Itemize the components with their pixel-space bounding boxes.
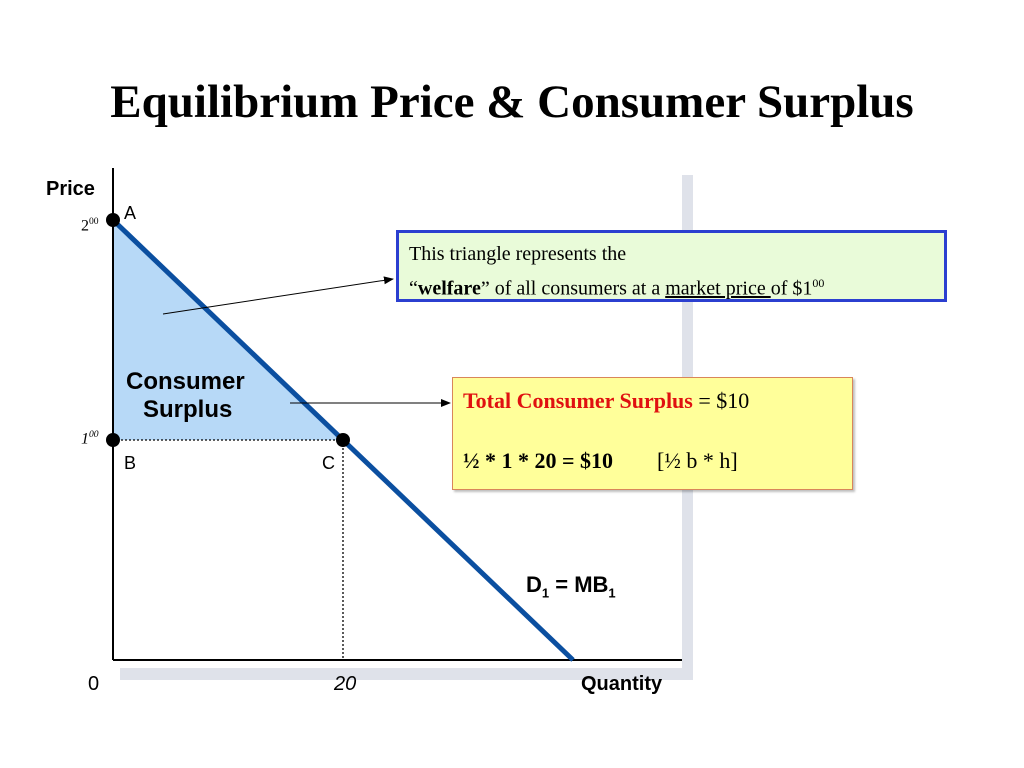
total-surplus-line1: Total Consumer Surplus = $10 xyxy=(463,388,750,413)
welfare-arrow xyxy=(162,276,394,315)
x-axis-label: Quantity xyxy=(581,673,663,695)
y-tick-label-2: 200 xyxy=(81,216,99,235)
point-label-b: B xyxy=(124,453,137,473)
total-surplus-box: Total Consumer Surplus = $10 ½ * 1 * 20 … xyxy=(452,377,853,490)
point-b-marker xyxy=(106,433,120,447)
welfare-annotation-line1: This triangle represents the xyxy=(409,243,627,265)
plot-shadow-bottom xyxy=(120,668,693,680)
welfare-annotation-line2: “welfare” of all consumers at a market p… xyxy=(409,276,825,300)
total-surplus-line2: ½ * 1 * 20 = $10 [½ b * h] xyxy=(463,448,738,473)
x-tick-label-20: 20 xyxy=(334,673,357,695)
point-label-c: C xyxy=(322,453,335,473)
point-label-a: A xyxy=(124,203,137,223)
consumer-surplus-label: Consumer Surplus xyxy=(126,368,245,424)
consumer-surplus-label-line1: Consumer xyxy=(126,368,245,395)
slide-title: Equilibrium Price & Consumer Surplus xyxy=(110,76,914,128)
demand-curve-label: D1 = MB1 xyxy=(526,572,616,601)
x-tick-label-0: 0 xyxy=(88,673,100,695)
point-c-marker xyxy=(336,433,350,447)
y-tick-label-1: 100 xyxy=(81,429,99,448)
point-a-marker xyxy=(106,213,120,227)
y-axis-label: Price xyxy=(46,178,95,200)
welfare-annotation-box: This triangle represents the “welfare” o… xyxy=(396,230,947,302)
consumer-surplus-label-line2: Surplus xyxy=(143,396,233,423)
